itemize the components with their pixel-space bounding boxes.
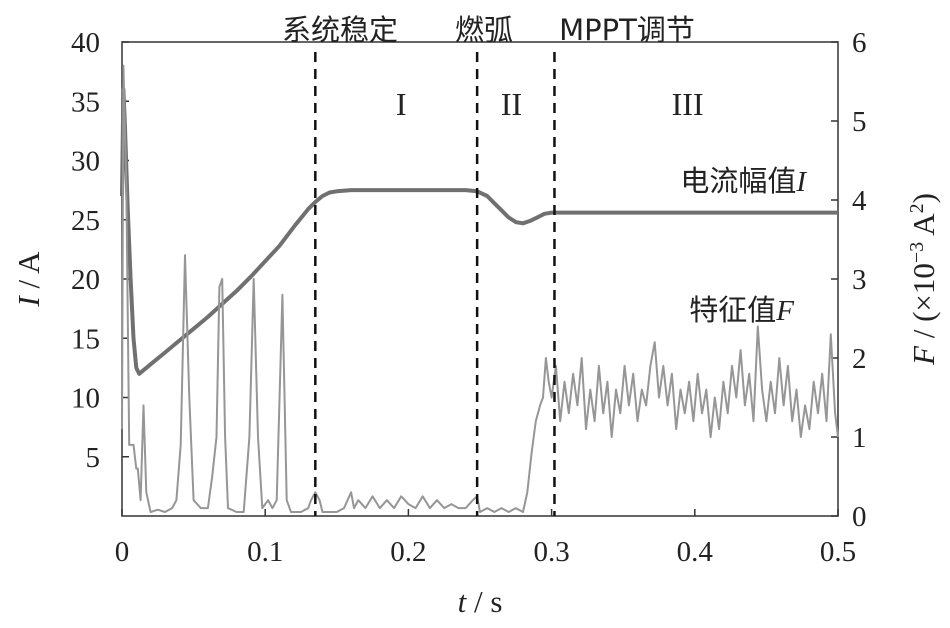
y-left-tick-label: 35 xyxy=(71,86,100,118)
region-label: I xyxy=(396,86,407,122)
y-right-axis-unit-c: ) xyxy=(906,193,941,203)
feature-value-line xyxy=(121,64,839,513)
y-left-axis-title: I / A xyxy=(11,251,46,308)
y-left-tick-label: 25 xyxy=(71,205,100,237)
y-right-axis-symbol: F xyxy=(906,345,941,366)
y-left-tick-label: 5 xyxy=(86,442,101,474)
x-tick-label: 0.5 xyxy=(820,536,856,568)
y-right-tick-label: 4 xyxy=(852,185,867,217)
x-axis-symbol: t xyxy=(458,584,468,619)
y-right-tick-label: 0 xyxy=(852,501,867,533)
y-right-tick-label: 2 xyxy=(852,343,867,375)
x-tick-label: 0.1 xyxy=(247,536,283,568)
y-left-tick-label: 40 xyxy=(71,27,100,59)
y-left-tick-label: 15 xyxy=(71,323,100,355)
y-right-axis-exponent: −3 xyxy=(906,242,928,263)
plot-area-border xyxy=(121,41,839,517)
current-series-symbol: I xyxy=(795,166,807,198)
y-left-tick-label: 30 xyxy=(71,146,100,178)
y-left-axis-unit: / A xyxy=(11,251,46,296)
x-tick-label: 0.3 xyxy=(533,536,569,568)
x-tick-label: 0 xyxy=(115,536,130,568)
feature-series-label: 特征值F xyxy=(689,293,794,327)
y-left-tick-label: 10 xyxy=(71,383,100,415)
x-axis-unit: / s xyxy=(466,584,502,619)
y-right-axis-unit-a: / (×10 xyxy=(906,263,941,346)
tick-labels: 0 0.1 0.2 0.3 0.4 0.5 5 10 15 20 25 30 35 40 0 1 2 3 4 5 6 xyxy=(71,27,867,568)
feature-series-name: 特征值 xyxy=(689,293,776,327)
y-right-axis-title: F / (×10−3 A2) xyxy=(906,193,941,366)
x-tick-label: 0.2 xyxy=(390,536,426,568)
y-right-axis-unit-b: A xyxy=(906,213,941,242)
current-series-name: 电流幅值 xyxy=(680,164,796,198)
current-series-label: 电流幅值I xyxy=(680,164,807,198)
feature-series-symbol: F xyxy=(775,295,794,327)
y-left-tick-label: 20 xyxy=(71,264,100,296)
current-amplitude-line xyxy=(120,87,838,376)
event-label: 系统稳定 xyxy=(282,13,398,47)
region-label: III xyxy=(672,86,704,122)
event-label: MPPT调节 xyxy=(559,13,695,47)
y-right-axis-square: 2 xyxy=(906,203,928,213)
region-label: II xyxy=(501,86,522,122)
y-left-axis-symbol: I xyxy=(11,295,46,308)
series-layer xyxy=(120,64,839,513)
y-right-tick-label: 1 xyxy=(852,422,867,454)
y-right-tick-label: 6 xyxy=(852,27,867,59)
chart-labels: t / s I / A F / (×10−3 A2) 电流幅值I 特征值F xyxy=(11,164,941,619)
x-tick-label: 0.4 xyxy=(677,536,714,568)
x-axis-title: t / s xyxy=(458,584,503,619)
y-right-tick-label: 5 xyxy=(852,106,867,138)
y-right-tick-label: 3 xyxy=(852,264,867,296)
plot-frame xyxy=(121,41,839,517)
event-label: 燃弧 xyxy=(455,13,513,47)
